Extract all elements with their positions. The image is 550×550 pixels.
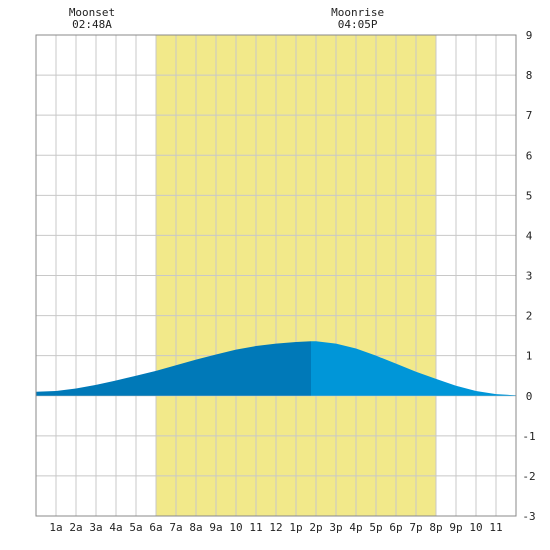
- y-tick-label: 8: [526, 69, 533, 82]
- y-tick-label: -2: [522, 470, 535, 483]
- x-tick-label: 6a: [149, 521, 162, 534]
- x-tick-label: 7a: [169, 521, 182, 534]
- y-tick-label: 7: [526, 109, 533, 122]
- x-tick-label: 4p: [349, 521, 362, 534]
- x-tick-label: 5p: [369, 521, 382, 534]
- x-tick-label: 11: [489, 521, 502, 534]
- x-tick-label: 10: [229, 521, 242, 534]
- y-tick-label: -3: [522, 510, 535, 523]
- y-tick-label: 1: [526, 350, 533, 363]
- moon-event-label: Moonrise: [331, 6, 384, 19]
- tide-area-rising: [36, 341, 311, 396]
- x-tick-label: 12: [269, 521, 282, 534]
- x-tick-label: 9p: [449, 521, 462, 534]
- tide-area-falling: [311, 341, 516, 396]
- x-tick-label: 3p: [329, 521, 342, 534]
- y-tick-label: 9: [526, 29, 533, 42]
- x-tick-label: 7p: [409, 521, 422, 534]
- y-tick-label: 5: [526, 189, 533, 202]
- y-tick-label: 3: [526, 270, 533, 283]
- y-tick-label: 2: [526, 310, 533, 323]
- x-tick-label: 2a: [69, 521, 82, 534]
- x-tick-label: 2p: [309, 521, 322, 534]
- x-tick-label: 8a: [189, 521, 202, 534]
- x-tick-label: 6p: [389, 521, 402, 534]
- plot-frame: [35, 34, 517, 517]
- y-tick-label: 0: [526, 390, 533, 403]
- y-tick-label: 4: [526, 229, 533, 242]
- x-tick-label: 1a: [49, 521, 62, 534]
- y-tick-label: -1: [522, 430, 535, 443]
- x-tick-label: 5a: [129, 521, 142, 534]
- moon-event-time: 02:48A: [72, 18, 112, 31]
- y-tick-label: 6: [526, 149, 533, 162]
- x-tick-label: 1p: [289, 521, 302, 534]
- moon-event-label: Moonset: [69, 6, 115, 19]
- x-tick-label: 9a: [209, 521, 222, 534]
- x-tick-label: 11: [249, 521, 262, 534]
- x-tick-label: 10: [469, 521, 482, 534]
- moon-event-time: 04:05P: [338, 18, 378, 31]
- x-tick-label: 8p: [429, 521, 442, 534]
- x-tick-label: 4a: [109, 521, 122, 534]
- x-tick-label: 3a: [89, 521, 102, 534]
